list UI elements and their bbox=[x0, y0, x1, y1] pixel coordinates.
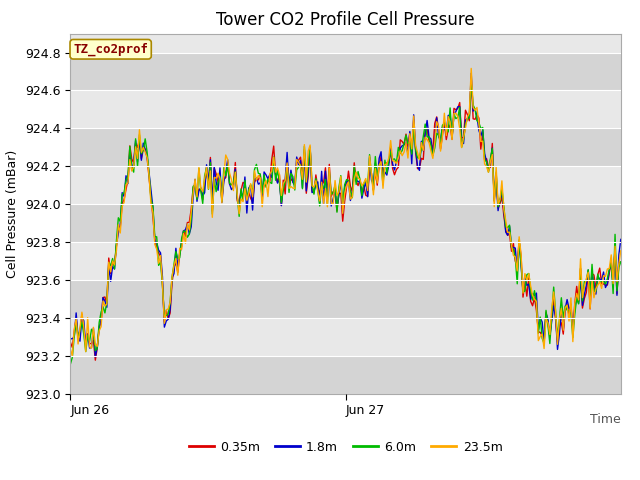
0.35m bbox=[67, 339, 74, 345]
1.8m bbox=[542, 311, 550, 316]
Bar bbox=[70, 52, 621, 90]
1.8m bbox=[556, 331, 563, 336]
1.8m bbox=[573, 294, 580, 300]
Line: 0.35m: 0.35m bbox=[70, 77, 621, 360]
1.8m bbox=[346, 198, 354, 204]
Bar bbox=[70, 90, 621, 128]
0.35m bbox=[92, 357, 99, 363]
1.8m bbox=[92, 354, 99, 360]
Bar bbox=[70, 356, 621, 394]
23.5m bbox=[617, 248, 625, 253]
0.35m bbox=[573, 284, 580, 289]
Y-axis label: Cell Pressure (mBar): Cell Pressure (mBar) bbox=[6, 149, 19, 278]
Line: 23.5m: 23.5m bbox=[70, 69, 621, 356]
1.8m bbox=[532, 290, 540, 296]
1.8m bbox=[467, 71, 475, 76]
Bar bbox=[70, 280, 621, 318]
6.0m bbox=[467, 80, 475, 85]
1.8m bbox=[67, 336, 74, 342]
23.5m bbox=[68, 353, 76, 359]
0.35m bbox=[346, 183, 354, 189]
Bar bbox=[70, 128, 621, 166]
0.35m bbox=[116, 224, 124, 230]
6.0m bbox=[531, 288, 538, 294]
1.8m bbox=[617, 237, 625, 242]
Bar bbox=[70, 318, 621, 356]
23.5m bbox=[573, 290, 580, 296]
0.35m bbox=[617, 259, 625, 265]
23.5m bbox=[467, 66, 475, 72]
6.0m bbox=[115, 215, 122, 221]
Line: 6.0m: 6.0m bbox=[70, 83, 621, 364]
Bar bbox=[70, 204, 621, 242]
23.5m bbox=[346, 196, 354, 202]
Text: Time: Time bbox=[590, 413, 621, 426]
6.0m bbox=[554, 335, 561, 340]
0.35m bbox=[532, 308, 540, 313]
0.35m bbox=[556, 323, 563, 329]
6.0m bbox=[344, 178, 352, 183]
Title: Tower CO2 Profile Cell Pressure: Tower CO2 Profile Cell Pressure bbox=[216, 11, 475, 29]
23.5m bbox=[67, 346, 74, 352]
1.8m bbox=[116, 222, 124, 228]
0.35m bbox=[542, 309, 550, 315]
0.35m bbox=[467, 74, 475, 80]
Legend: 0.35m, 1.8m, 6.0m, 23.5m: 0.35m, 1.8m, 6.0m, 23.5m bbox=[184, 436, 508, 459]
6.0m bbox=[617, 259, 625, 265]
6.0m bbox=[67, 361, 74, 367]
23.5m bbox=[116, 230, 124, 236]
Line: 1.8m: 1.8m bbox=[70, 73, 621, 357]
Text: TZ_co2prof: TZ_co2prof bbox=[73, 43, 148, 56]
6.0m bbox=[571, 312, 579, 317]
6.0m bbox=[540, 341, 548, 347]
23.5m bbox=[556, 316, 563, 322]
23.5m bbox=[532, 299, 540, 304]
23.5m bbox=[542, 316, 550, 322]
Bar bbox=[70, 166, 621, 204]
Bar bbox=[70, 242, 621, 280]
